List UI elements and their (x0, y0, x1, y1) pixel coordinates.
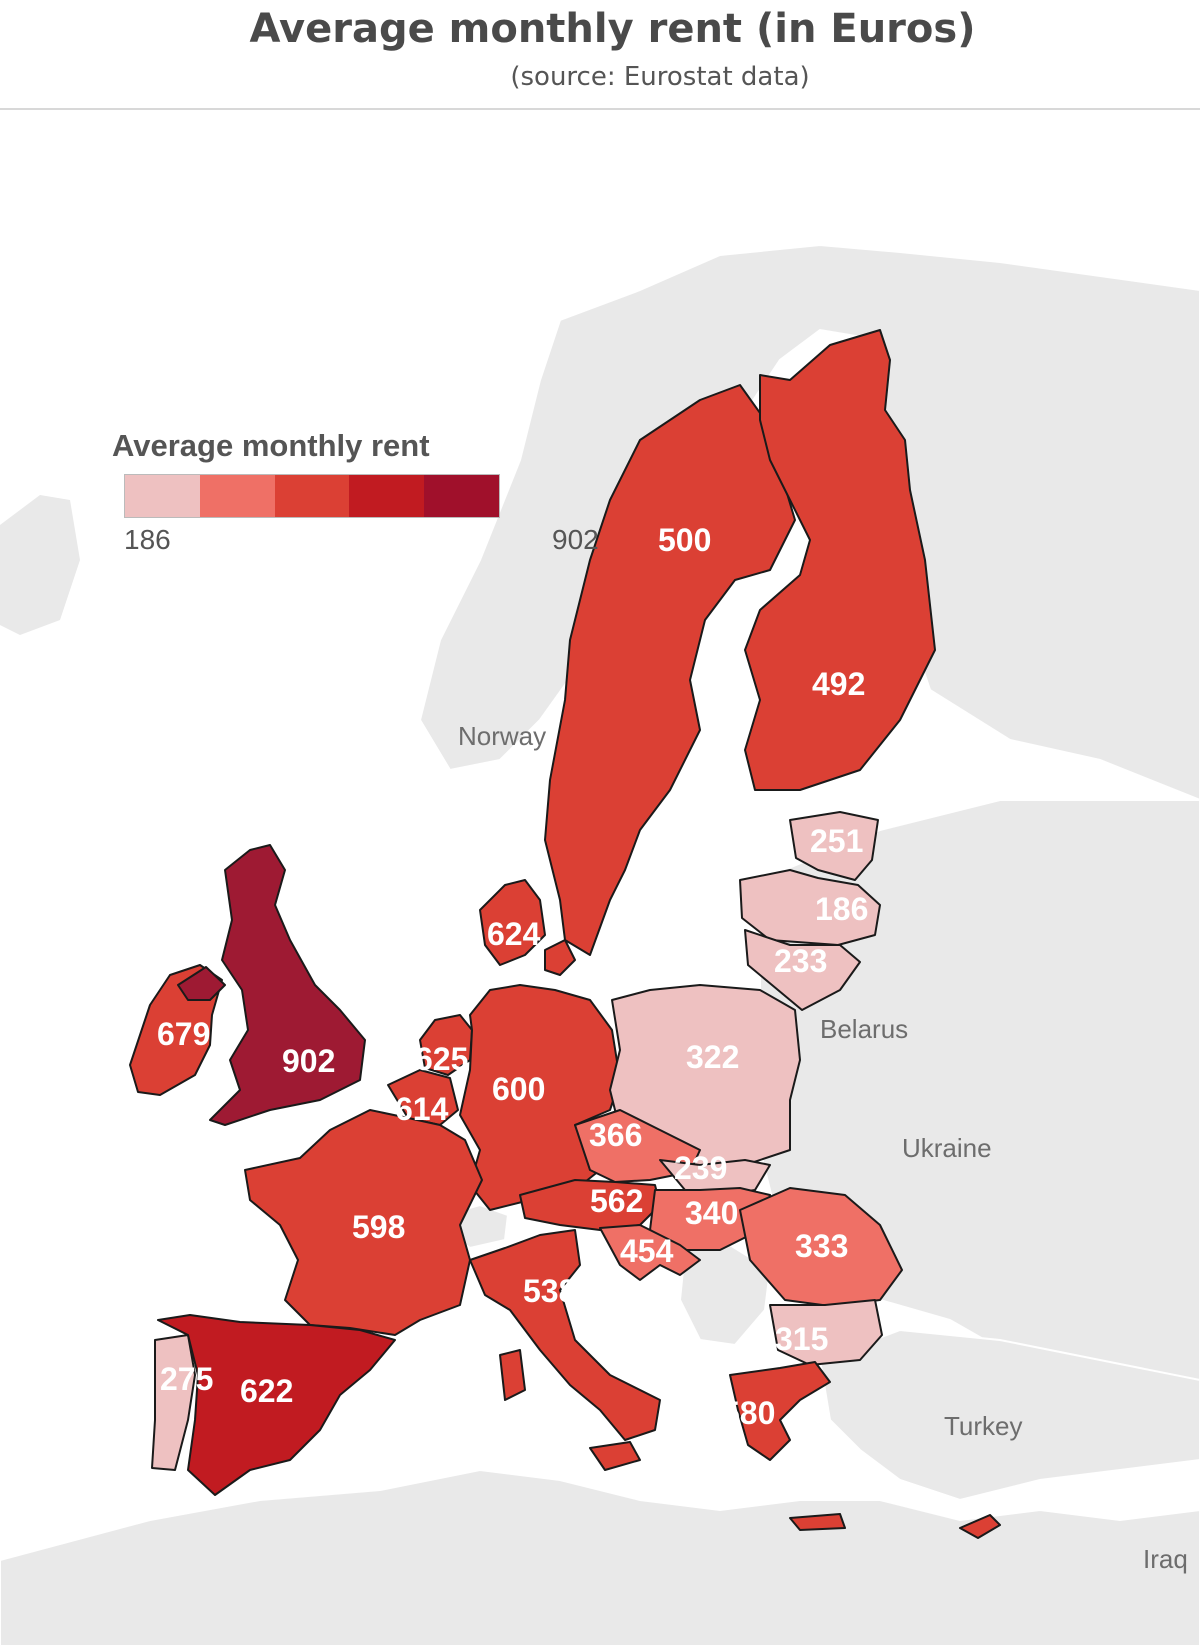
country-austria[interactable] (519, 1179, 661, 1231)
value-label-poland: 322 (686, 1039, 739, 1075)
value-label-italy: 538 (523, 1273, 576, 1309)
country-estonia[interactable] (789, 811, 879, 881)
country-finland[interactable] (744, 329, 936, 791)
legend-min: 186 (124, 524, 171, 555)
value-label-czechia: 366 (589, 1117, 642, 1153)
legend-swatch-3 (274, 475, 350, 517)
land-turkey (818, 1328, 1200, 1502)
value-label-bulgaria: 315 (775, 1321, 828, 1357)
value-label-united-kingdom: 902 (282, 1043, 335, 1079)
land-scandinavia-russia (418, 243, 1200, 802)
value-label-estonia: 251 (810, 823, 863, 859)
country-cyprus[interactable] (959, 1514, 1001, 1539)
country-spain[interactable] (157, 1314, 396, 1496)
value-label-slovakia: 239 (674, 1150, 727, 1186)
value-label-slovenia: 454 (620, 1233, 674, 1269)
country-latvia[interactable] (739, 869, 881, 946)
country-shapes (129, 329, 1001, 1539)
value-label-portugal: 275 (160, 1361, 213, 1397)
country-denmark[interactable] (479, 879, 576, 976)
value-label-denmark: 624 (487, 916, 541, 952)
label-ukraine: Ukraine (902, 1133, 992, 1163)
country-france[interactable] (244, 1109, 483, 1336)
legend-swatch-5 (424, 475, 499, 517)
label-belarus: Belarus (820, 1014, 908, 1044)
europe-map[interactable]: Norway Belarus Ukraine Turkey Iraq 500 4… (0, 110, 1200, 1646)
value-label-sweden: 500 (658, 522, 711, 558)
value-label-ireland: 679 (157, 1016, 210, 1052)
value-label-hungary: 340 (685, 1195, 738, 1231)
legend-title: Average monthly rent (112, 428, 430, 463)
value-label-france: 598 (352, 1209, 405, 1245)
value-label-latvia: 186 (815, 891, 868, 927)
land-iceland (0, 495, 80, 635)
value-label-finland: 492 (812, 666, 865, 702)
map-subtitle: (source: Eurostat data) (510, 62, 810, 92)
value-label-netherlands: 625 (415, 1041, 468, 1077)
country-romania[interactable] (739, 1187, 903, 1307)
land-north-africa (0, 1468, 1200, 1646)
legend-swatch-4 (349, 475, 425, 517)
legend-color-scale (124, 474, 500, 518)
country-portugal[interactable] (151, 1334, 196, 1471)
legend-swatch-2 (199, 475, 275, 517)
value-labels: 500 492 251 186 233 624 679 902 625 614 … (157, 522, 868, 1431)
country-slovenia-croatia[interactable] (599, 1224, 701, 1281)
value-label-germany: 600 (492, 1071, 545, 1107)
label-norway: Norway (458, 721, 546, 751)
map-area[interactable]: Norway Belarus Ukraine Turkey Iraq 500 4… (0, 110, 1200, 1646)
value-label-belgium: 614 (395, 1091, 449, 1127)
country-united-kingdom[interactable] (177, 844, 366, 1126)
country-greece[interactable] (729, 1361, 846, 1531)
value-label-romania: 333 (795, 1228, 848, 1264)
legend: Average monthly rent 186 902 (112, 428, 599, 555)
base-map-labels: Norway Belarus Ukraine Turkey Iraq (458, 721, 1188, 1574)
label-turkey: Turkey (944, 1411, 1023, 1441)
value-label-lithuania: 233 (774, 943, 827, 979)
value-label-greece: 580 (722, 1395, 775, 1431)
header: Average monthly rent (in Euros) (source:… (0, 0, 1200, 110)
country-bulgaria[interactable] (769, 1299, 883, 1366)
country-lithuania[interactable] (744, 929, 861, 1011)
country-sweden[interactable] (544, 384, 796, 956)
value-label-austria: 562 (590, 1183, 643, 1219)
country-italy[interactable] (469, 1229, 661, 1471)
label-iraq: Iraq (1143, 1544, 1188, 1574)
country-poland[interactable] (609, 984, 801, 1171)
legend-swatch-1 (125, 475, 200, 517)
value-label-spain: 622 (240, 1373, 293, 1409)
legend-max: 902 (552, 524, 599, 555)
map-title: Average monthly rent (in Euros) (249, 6, 976, 52)
